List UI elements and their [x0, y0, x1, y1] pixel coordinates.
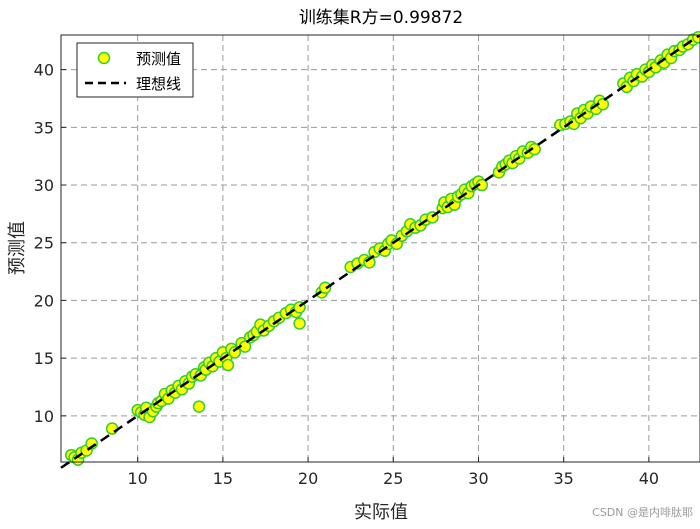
data-point	[293, 317, 306, 330]
x-axis-label: 实际值	[354, 502, 408, 523]
x-tick-label: 40	[639, 469, 659, 488]
y-tick-label: 10	[34, 407, 54, 426]
data-point	[692, 31, 700, 44]
y-tick-label: 20	[34, 291, 54, 310]
y-axis-ticks: 10 15 20 25 30 35 40	[34, 61, 66, 426]
grid-lines	[61, 35, 700, 462]
y-tick-label: 30	[34, 176, 54, 195]
y-axis-label: 预测值	[7, 221, 28, 275]
x-tick-label: 10	[128, 469, 148, 488]
x-axis-ticks: 10 15 20 25 30 35 40	[128, 457, 659, 488]
x-tick-label: 30	[468, 469, 488, 488]
legend: 预测值 理想线	[76, 42, 194, 98]
x-tick-label: 35	[554, 469, 574, 488]
legend-label-ideal: 理想线	[136, 75, 181, 93]
y-tick-label: 35	[34, 118, 54, 137]
y-tick-label: 40	[34, 61, 54, 80]
y-tick-label: 15	[34, 349, 54, 368]
data-point	[221, 358, 235, 372]
plot-frame	[60, 34, 700, 463]
ideal-line-layer	[60, 33, 700, 469]
data-point	[105, 422, 119, 435]
chart-title: 训练集R方=0.99872	[299, 8, 463, 28]
data-point	[318, 281, 332, 294]
x-tick-label: 25	[383, 469, 403, 488]
data-point	[192, 400, 206, 413]
watermark: CSDN @是内啡肽耶	[592, 505, 693, 519]
y-tick-label: 25	[34, 234, 54, 253]
legend-label-predicted: 预测值	[136, 50, 181, 68]
x-tick-label: 20	[298, 469, 318, 488]
x-tick-label: 15	[213, 469, 233, 488]
legend-marker-predicted	[97, 51, 111, 65]
legend-box	[76, 42, 194, 98]
ideal-line	[60, 33, 700, 469]
